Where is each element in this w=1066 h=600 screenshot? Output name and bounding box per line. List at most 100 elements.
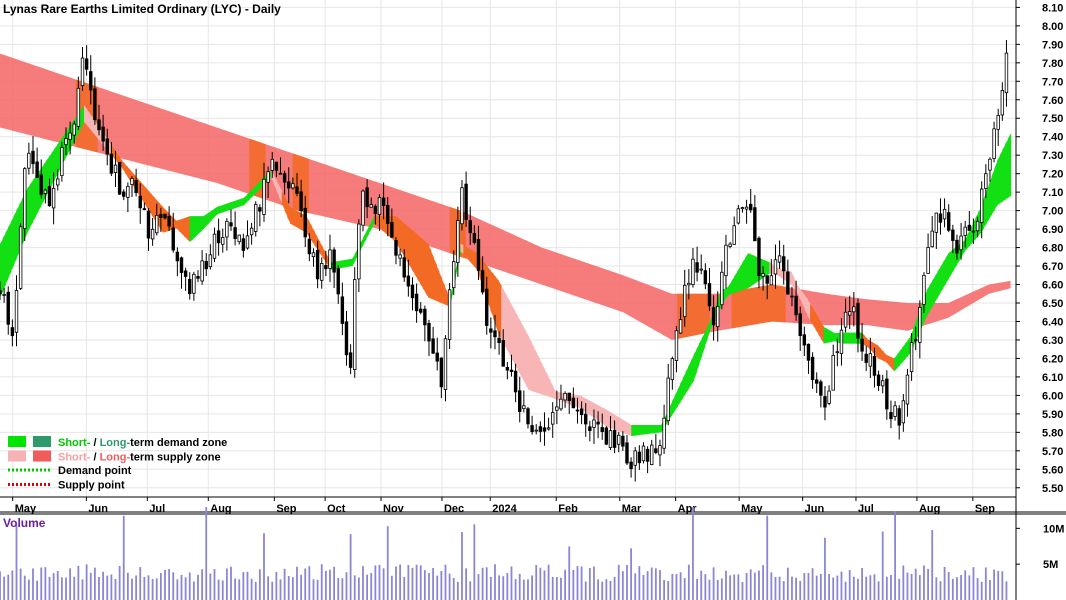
candle — [633, 447, 637, 482]
short-term-zone-segment — [419, 236, 424, 289]
short-term-zone-segment — [433, 257, 437, 301]
volume-bar — [737, 574, 740, 600]
short-term-zone-segment — [243, 194, 248, 206]
volume-bar — [419, 565, 422, 600]
short-term-zone-segment — [739, 262, 743, 291]
short-term-zone-segment — [512, 306, 516, 365]
candle — [559, 384, 563, 411]
short-term-zone-segment — [363, 232, 367, 245]
candle — [324, 250, 328, 277]
price-tick-label: 5.50 — [1042, 483, 1063, 495]
short-term-zone-segment — [848, 332, 852, 344]
short-term-zone-segment — [257, 181, 261, 192]
volume-bar — [984, 567, 987, 600]
short-term-zone-segment — [650, 424, 654, 434]
volume-bar — [650, 567, 653, 600]
price-tick-label: 7.00 — [1042, 206, 1063, 218]
price-tick-label: 7.50 — [1042, 113, 1063, 125]
candle — [835, 338, 840, 367]
volume-bar — [774, 576, 777, 600]
volume-bar — [782, 581, 785, 600]
candle — [744, 199, 749, 224]
volume-bar — [865, 576, 868, 600]
candle — [56, 168, 60, 191]
short-term-zone-segment — [8, 221, 12, 279]
short-term-zone-segment — [222, 204, 226, 213]
short-term-zone-segment — [791, 271, 795, 289]
volume-bar — [77, 565, 80, 600]
candle — [687, 269, 691, 300]
price-tick-label: 7.80 — [1042, 58, 1063, 70]
candle — [381, 182, 386, 220]
volume-bar — [626, 565, 628, 600]
candle — [955, 234, 959, 260]
short-term-zone-segment — [888, 355, 892, 369]
candle — [489, 317, 493, 349]
volume-bar — [881, 531, 884, 600]
short-term-zone-segment — [83, 105, 88, 126]
candle — [31, 136, 35, 174]
candle — [39, 159, 43, 199]
short-term-zone-segment — [948, 250, 952, 279]
candle — [68, 121, 72, 155]
volume-bar — [572, 569, 575, 600]
short-term-zone-segment — [192, 216, 196, 240]
candle — [10, 319, 15, 347]
short-term-zone-segment — [360, 237, 364, 251]
short-term-zone-segment — [56, 140, 61, 175]
volume-bar — [621, 571, 624, 600]
candle — [163, 213, 167, 220]
volume-bar — [551, 576, 554, 600]
volume-bar — [122, 515, 125, 600]
short-term-zone-segment — [894, 354, 898, 372]
volume-bar — [535, 565, 538, 600]
candle — [369, 197, 373, 208]
candle — [864, 345, 868, 371]
volume-bar — [898, 578, 901, 600]
short-term-zone-segment — [246, 192, 250, 203]
short-term-zone-segment — [495, 277, 500, 335]
candle — [629, 457, 633, 478]
short-term-zone-segment — [837, 332, 841, 344]
candle — [2, 287, 6, 303]
candle — [596, 411, 600, 439]
volume-bar — [617, 564, 620, 600]
date-tick-label: Mar — [622, 503, 642, 515]
short-term-zone-segment — [506, 295, 510, 355]
short-term-zone-segment — [471, 250, 475, 267]
price-candles — [0, 39, 1009, 482]
price-tick-label: 6.80 — [1042, 243, 1063, 255]
short-term-zone-segment — [86, 109, 91, 129]
price-tick-label: 6.50 — [1042, 298, 1063, 310]
short-term-zone-segment — [219, 205, 223, 214]
short-term-zone-segment — [926, 285, 930, 316]
volume-bar — [423, 570, 426, 600]
candle — [233, 211, 237, 246]
candle — [377, 194, 382, 231]
volume-bar — [939, 581, 942, 600]
volume-bar — [461, 532, 463, 600]
candle — [798, 306, 802, 351]
volume-bar — [485, 567, 488, 600]
candle — [60, 141, 64, 182]
short-term-zone-segment — [273, 175, 277, 191]
volume-bar — [498, 575, 501, 600]
volume-bar — [989, 580, 991, 600]
candle — [315, 240, 320, 289]
volume-bar — [605, 579, 608, 600]
candle — [348, 344, 353, 375]
short-term-zone-segment — [896, 351, 901, 369]
candle — [670, 356, 675, 390]
candle — [101, 114, 105, 151]
date-tick-label: Jul — [149, 503, 165, 515]
short-term-zone-segment — [13, 210, 17, 266]
candle — [175, 247, 180, 277]
short-term-zone-segment — [241, 197, 245, 207]
short-term-zone-segment — [292, 208, 296, 227]
candle — [575, 397, 580, 424]
short-term-zone-segment — [349, 258, 353, 267]
volume-bar — [89, 572, 92, 600]
volume-bar — [663, 579, 665, 600]
short-term-zone-segment — [89, 113, 93, 132]
volume-bar — [539, 567, 542, 600]
